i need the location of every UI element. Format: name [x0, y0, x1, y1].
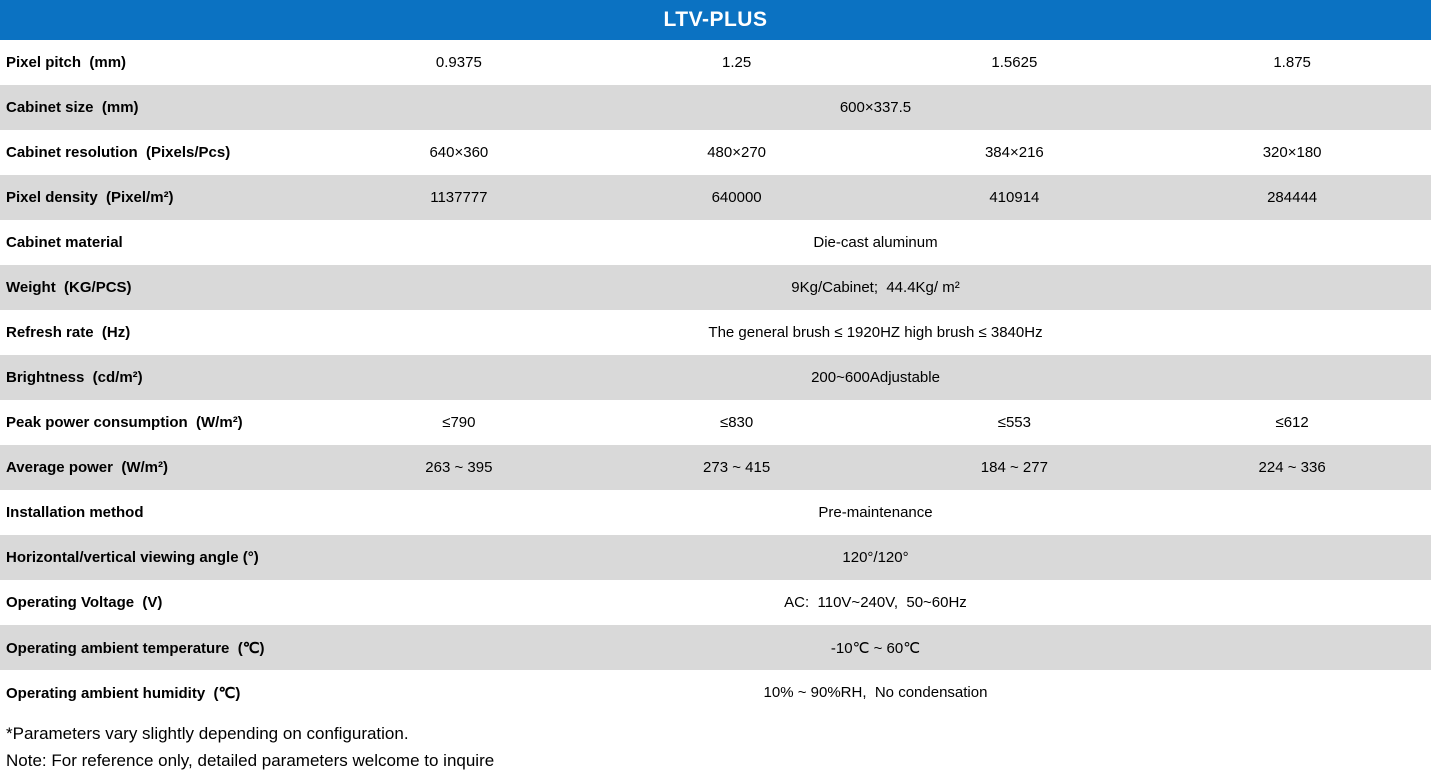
spec-value: 224 ~ 336: [1258, 459, 1326, 476]
footnote-parameters: *Parameters vary slightly depending on c…: [6, 724, 409, 743]
spec-row-average-power: Average power (W/m²) 263 ~ 395 273 ~ 415…: [0, 445, 1431, 490]
spec-value: 320×180: [1262, 144, 1322, 161]
spec-value: The general brush ≤ 1920HZ high brush ≤ …: [708, 324, 1043, 341]
spec-row-cabinet-material: Cabinet material Die-cast aluminum: [0, 220, 1431, 265]
spec-value: 410914: [989, 189, 1040, 206]
spec-value: 1.25: [722, 54, 752, 71]
spec-row-installation-method: Installation method Pre-maintenance: [0, 490, 1431, 535]
spec-label: Peak power consumption (W/m²): [6, 414, 243, 431]
spec-value: 9Kg/Cabinet; 44.4Kg/ m²: [791, 279, 960, 296]
spec-row-operating-voltage: Operating Voltage (V) AC: 110V~240V, 50~…: [0, 580, 1431, 625]
spec-label: Cabinet resolution (Pixels/Pcs): [6, 144, 231, 161]
spec-row-cabinet-resolution: Cabinet resolution (Pixels/Pcs) 640×360 …: [0, 130, 1431, 175]
spec-row-ambient-temperature: Operating ambient temperature (℃) -10℃ ~…: [0, 625, 1431, 670]
spec-value: Die-cast aluminum: [813, 234, 938, 251]
spec-label: Pixel density (Pixel/m²): [6, 189, 174, 206]
spec-label: Refresh rate (Hz): [6, 324, 131, 341]
spec-value: 384×216: [984, 144, 1044, 161]
spec-value: 120°/120°: [842, 549, 909, 566]
product-title: LTV-PLUS: [663, 8, 768, 31]
spec-value: 263 ~ 395: [425, 459, 493, 476]
spec-value: -10℃ ~ 60℃: [830, 639, 921, 657]
spec-row-cabinet-size: Cabinet size (mm) 600×337.5: [0, 85, 1431, 130]
spec-row-weight: Weight (KG/PCS) 9Kg/Cabinet; 44.4Kg/ m²: [0, 265, 1431, 310]
spec-row-pixel-pitch: Pixel pitch (mm) 0.9375 1.25 1.5625 1.87…: [0, 40, 1431, 85]
spec-row-ambient-humidity: Operating ambient humidity (℃) 10% ~ 90%…: [0, 670, 1431, 715]
spec-label: Brightness (cd/m²): [6, 369, 143, 386]
spec-row-peak-power: Peak power consumption (W/m²) ≤790 ≤830 …: [0, 400, 1431, 445]
spec-label: Operating ambient temperature (℃): [6, 639, 265, 657]
spec-value: 600×337.5: [839, 99, 912, 116]
spec-label: Operating Voltage (V): [6, 594, 163, 611]
spec-value: 273 ~ 415: [703, 459, 771, 476]
spec-value: 1.875: [1273, 54, 1311, 71]
spec-value: 640×360: [429, 144, 489, 161]
spec-value: 1137777: [430, 189, 488, 206]
spec-value: 1.5625: [991, 54, 1038, 71]
spec-row-pixel-density: Pixel density (Pixel/m²) 1137777 640000 …: [0, 175, 1431, 220]
spec-row-brightness: Brightness (cd/m²) 200~600Adjustable: [0, 355, 1431, 400]
spec-value: 200~600Adjustable: [811, 369, 940, 386]
spec-value: ≤830: [719, 414, 754, 431]
spec-value: 480×270: [707, 144, 767, 161]
spec-value: ≤553: [997, 414, 1031, 431]
spec-label: Pixel pitch (mm): [6, 54, 127, 71]
spec-value: Pre-maintenance: [818, 504, 933, 521]
spec-table: Pixel pitch (mm) 0.9375 1.25 1.5625 1.87…: [0, 40, 1431, 715]
spec-value: 10% ~ 90%RH, No condensation: [763, 684, 988, 701]
footnote-reference: Note: For reference only, detailed param…: [6, 751, 495, 770]
spec-row-viewing-angle: Horizontal/vertical viewing angle (°) 12…: [0, 535, 1431, 580]
spec-label: Average power (W/m²): [6, 459, 168, 476]
spec-label: Weight (KG/PCS): [6, 279, 132, 296]
spec-label: Cabinet material: [6, 234, 123, 251]
footnotes: *Parameters vary slightly depending on c…: [0, 715, 1431, 774]
spec-label: Horizontal/vertical viewing angle (°): [6, 549, 259, 566]
spec-value: ≤790: [442, 414, 476, 431]
spec-value: 640000: [711, 189, 762, 206]
table-header: LTV-PLUS: [0, 0, 1431, 40]
spec-label: Operating ambient humidity (℃): [6, 684, 241, 702]
spec-value: 284444: [1267, 189, 1318, 206]
spec-value: AC: 110V~240V, 50~60Hz: [784, 594, 967, 611]
spec-row-refresh-rate: Refresh rate (Hz) The general brush ≤ 19…: [0, 310, 1431, 355]
spec-label: Installation method: [6, 504, 144, 521]
spec-value: 184 ~ 277: [980, 459, 1048, 476]
spec-value: 0.9375: [435, 54, 482, 71]
spec-label: Cabinet size (mm): [6, 99, 139, 116]
spec-value: ≤612: [1275, 414, 1309, 431]
